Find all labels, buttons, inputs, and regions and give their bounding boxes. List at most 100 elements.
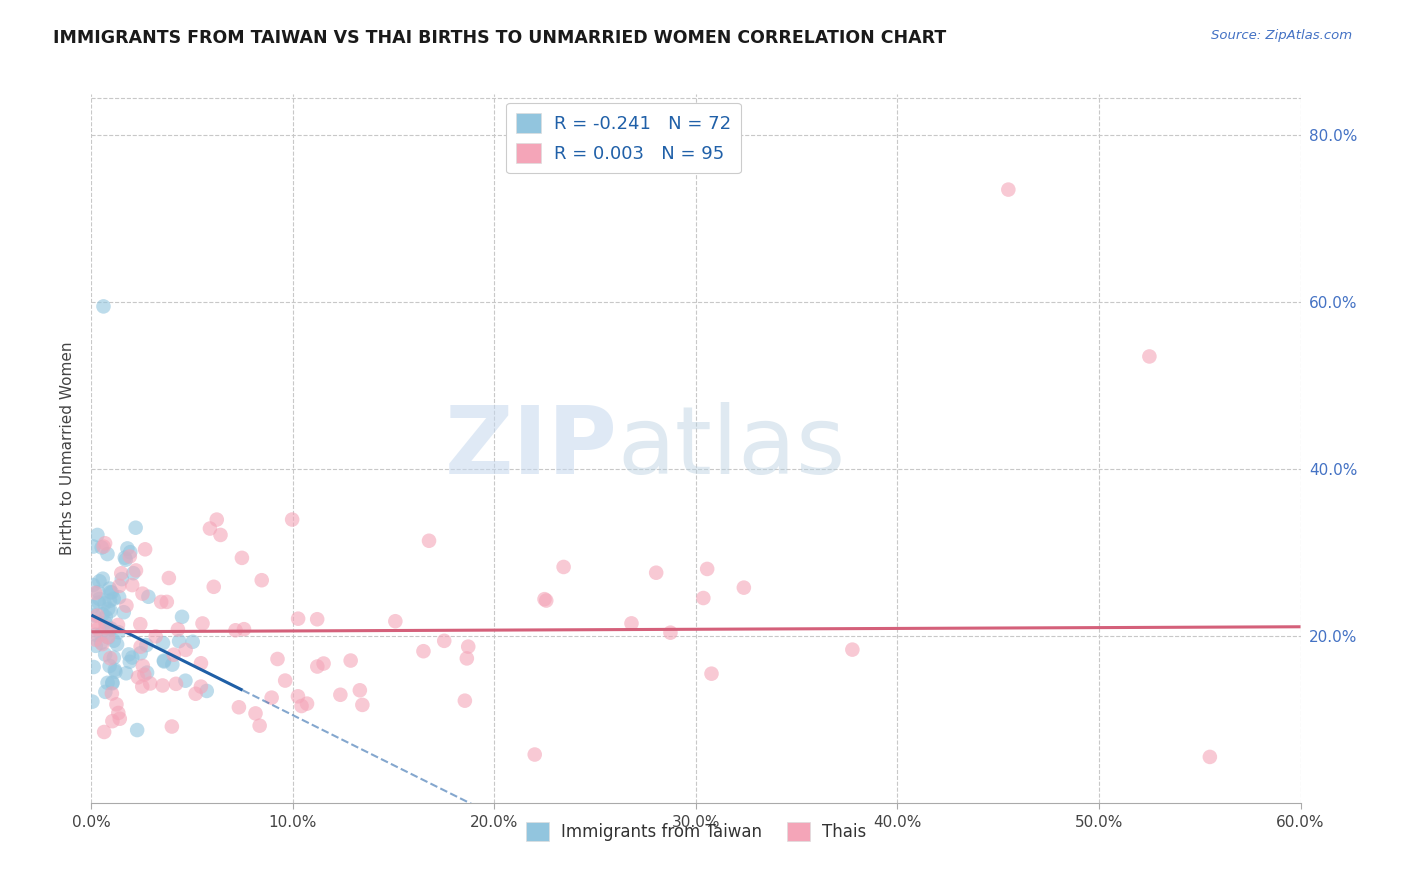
Point	[108, 579, 131, 593]
Point	[83, 660, 105, 674]
Y-axis label: Births to Unmarried Women: Births to Unmarried Women	[60, 342, 76, 555]
Point	[84, 639, 107, 653]
Point	[418, 533, 440, 548]
Point	[152, 636, 174, 650]
Point	[307, 659, 329, 673]
Point	[841, 642, 863, 657]
Point	[131, 587, 153, 601]
Point	[87, 596, 110, 610]
Point	[205, 513, 228, 527]
Point	[82, 540, 104, 554]
Point	[94, 536, 117, 550]
Point	[167, 634, 190, 648]
Point	[107, 625, 129, 640]
Point	[295, 697, 318, 711]
Point	[139, 676, 162, 690]
Point	[145, 629, 167, 643]
Point	[191, 616, 214, 631]
Point	[456, 651, 478, 665]
Point	[91, 572, 114, 586]
Point	[167, 623, 190, 637]
Point	[108, 590, 131, 604]
Point	[117, 541, 139, 556]
Point	[156, 595, 179, 609]
Point	[620, 616, 643, 631]
Point	[114, 550, 136, 565]
Point	[89, 591, 111, 606]
Point	[100, 604, 122, 618]
Point	[152, 678, 174, 692]
Point	[98, 582, 121, 596]
Point	[98, 651, 121, 665]
Text: atlas: atlas	[617, 402, 845, 494]
Point	[111, 572, 134, 586]
Point	[84, 615, 107, 629]
Point	[245, 706, 267, 721]
Point	[266, 652, 288, 666]
Point	[135, 638, 157, 652]
Point	[87, 622, 110, 636]
Point	[384, 614, 406, 628]
Point	[97, 602, 120, 616]
Point	[94, 610, 117, 624]
Point	[84, 586, 107, 600]
Point	[103, 591, 125, 606]
Point	[104, 665, 127, 679]
Point	[112, 605, 135, 619]
Point	[101, 687, 124, 701]
Point	[104, 663, 127, 677]
Point	[225, 624, 247, 638]
Point	[138, 590, 160, 604]
Point	[91, 637, 114, 651]
Point	[349, 683, 371, 698]
Point	[163, 648, 186, 662]
Point	[97, 630, 120, 644]
Point	[174, 673, 197, 688]
Point	[118, 549, 141, 564]
Text: IMMIGRANTS FROM TAIWAN VS THAI BIRTHS TO UNMARRIED WOMEN CORRELATION CHART: IMMIGRANTS FROM TAIWAN VS THAI BIRTHS TO…	[53, 29, 946, 46]
Point	[1198, 750, 1220, 764]
Point	[127, 723, 149, 737]
Point	[83, 608, 105, 623]
Point	[94, 615, 117, 630]
Point	[82, 695, 104, 709]
Point	[249, 719, 271, 733]
Legend: Immigrants from Taiwan, Thais: Immigrants from Taiwan, Thais	[519, 815, 873, 847]
Point	[105, 698, 128, 712]
Point	[339, 654, 361, 668]
Point	[86, 608, 108, 623]
Text: Source: ZipAtlas.com: Source: ZipAtlas.com	[1212, 29, 1353, 42]
Point	[103, 633, 125, 648]
Point	[93, 540, 115, 554]
Point	[101, 675, 124, 690]
Point	[118, 655, 141, 669]
Point	[129, 640, 152, 654]
Point	[105, 637, 128, 651]
Point	[433, 633, 456, 648]
Point	[659, 625, 682, 640]
Point	[134, 542, 156, 557]
Point	[127, 670, 149, 684]
Point	[82, 599, 104, 614]
Text: ZIP: ZIP	[444, 402, 617, 494]
Point	[121, 650, 143, 665]
Point	[274, 673, 297, 688]
Point	[290, 698, 312, 713]
Point	[101, 676, 124, 690]
Point	[202, 580, 225, 594]
Point	[107, 706, 129, 720]
Point	[84, 632, 107, 647]
Point	[536, 593, 558, 607]
Point	[100, 585, 122, 599]
Point	[153, 655, 176, 669]
Point	[553, 560, 575, 574]
Point	[115, 599, 138, 613]
Point	[89, 574, 111, 589]
Point	[733, 581, 755, 595]
Point	[93, 299, 115, 313]
Point	[125, 563, 148, 577]
Point	[129, 617, 152, 632]
Point	[129, 646, 152, 660]
Point	[645, 566, 668, 580]
Point	[250, 573, 273, 587]
